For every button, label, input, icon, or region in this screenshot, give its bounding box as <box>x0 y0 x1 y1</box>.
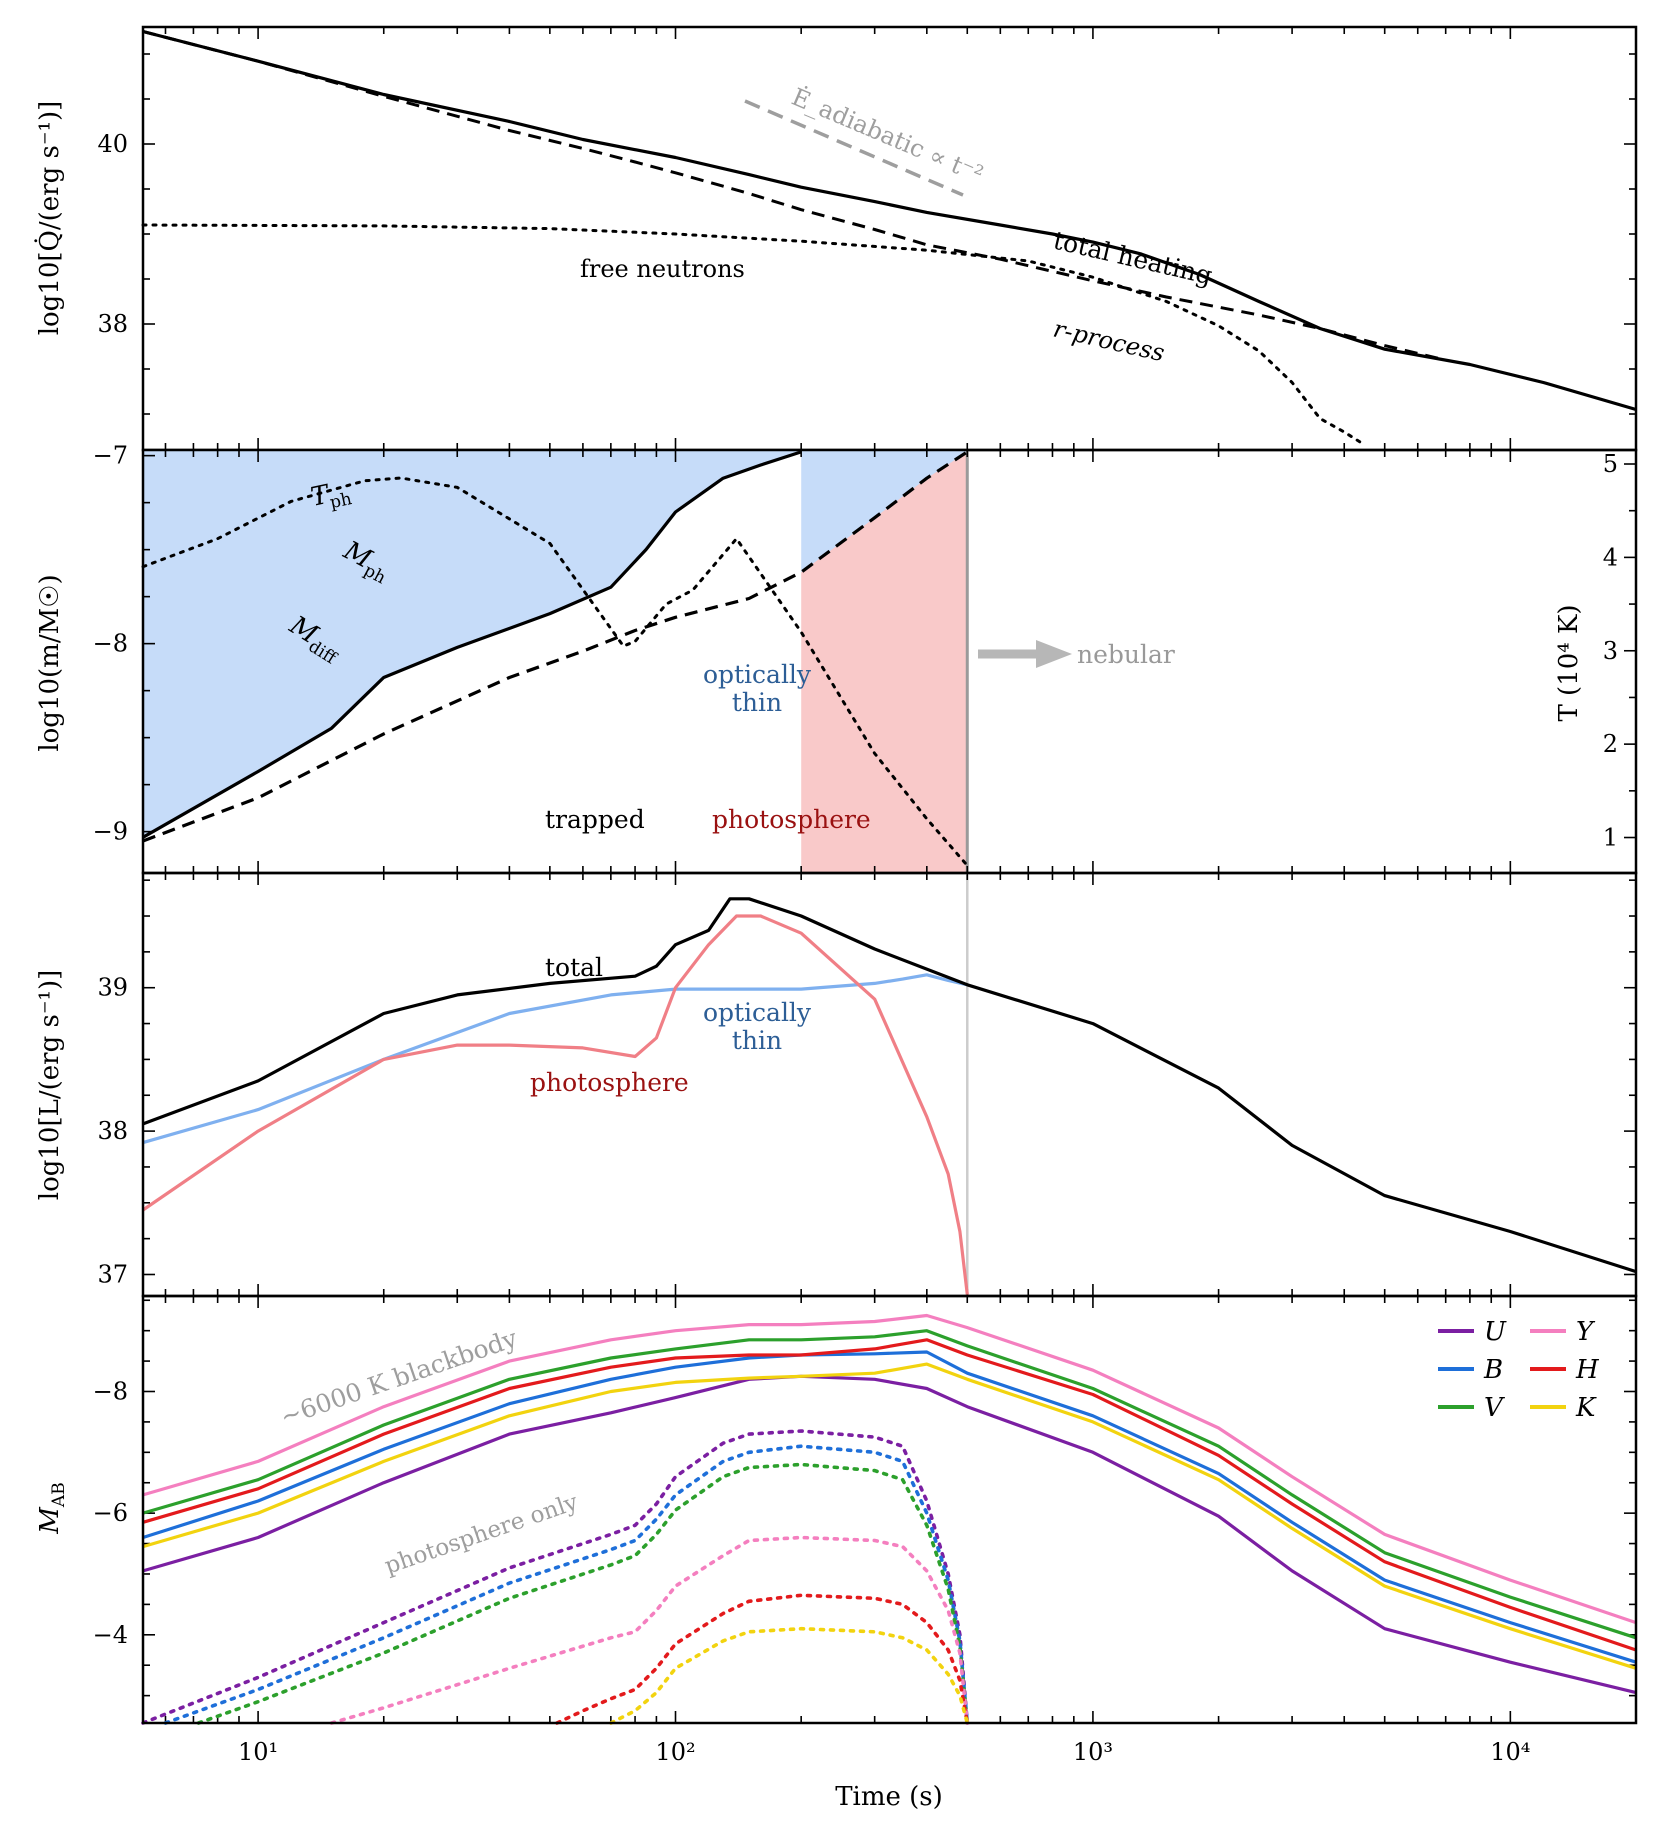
annotation-adiabatic: Ė_adiabatic ∝ t⁻² <box>788 82 988 189</box>
luminosity-panel: 37 38 39 log10[L/(erg s⁻¹)] total opticall… <box>35 871 1638 1298</box>
adiabatic-guide-line <box>744 99 964 197</box>
magnitude-frame <box>141 1294 1638 1725</box>
x-axis-label: Time (s) <box>835 1782 943 1812</box>
trapped-region <box>143 451 802 873</box>
legend-label-U: U <box>1484 1317 1507 1347</box>
y-tick-label: 37 <box>97 1260 128 1288</box>
y-tick-label: 1 <box>1603 824 1618 852</box>
magnitude-y-photosphere-dotted-line <box>329 1535 970 1725</box>
region-label-trapped: trapped <box>545 805 645 834</box>
annotation-optically-thin: optically thin <box>703 998 812 1055</box>
annotation-blackbody: ~6000 K blackbody <box>277 1323 522 1432</box>
y-tick-label: 39 <box>97 974 128 1002</box>
magnitude-ytick-labels: −4 −6 −8 <box>93 1377 128 1648</box>
luminosity-frame <box>141 871 1638 1298</box>
mass-y-axis-label: log10(m/M☉) <box>35 574 65 751</box>
heating-panel: 38 40 log10[Q̇/(erg s⁻¹)] free neutrons t… <box>34 25 1638 452</box>
annotation-total: total <box>545 953 603 982</box>
y-tick-label: −7 <box>93 442 128 470</box>
magnitude-b-line <box>142 1350 1637 1664</box>
y-tick-label: −8 <box>93 630 128 658</box>
magnitude-lines <box>141 1313 1637 1725</box>
heating-ytick-labels: 38 40 <box>97 130 128 338</box>
temperature-y-axis-label: T (10⁴ K) <box>1554 604 1584 721</box>
mass-m-ph-line <box>142 450 969 843</box>
magnitude-u-photosphere-dotted-line <box>141 1429 970 1725</box>
y-tick-label: −8 <box>93 1377 128 1405</box>
mass-t-ph-line <box>141 476 969 867</box>
x-tick-label: 10² <box>655 1738 695 1766</box>
magnitude-k-photosphere-dotted-line <box>609 1626 970 1725</box>
luminosity-lines <box>142 897 1637 1295</box>
luminosity-photosphere-line <box>142 914 969 1295</box>
mass-m-diff-line <box>142 450 802 839</box>
magnitude-h-photosphere-dotted-line <box>555 1593 970 1725</box>
y-tick-label: 2 <box>1603 730 1618 758</box>
annotation-r-process: r-process <box>1051 315 1168 368</box>
magnitude-y-axis-label: MAB <box>35 1482 69 1534</box>
heating-total-heating-line <box>142 29 1637 412</box>
y-tick-label: 4 <box>1603 543 1618 571</box>
y-tick-label: 40 <box>97 130 128 158</box>
x-tick-labels: 10¹ 10² 10³ 10⁴ <box>238 1738 1530 1766</box>
annotation-total-heating: total heating <box>1051 226 1215 291</box>
luminosity-total-line <box>142 897 1637 1274</box>
luminosity-ytick-labels: 37 38 39 <box>97 974 128 1289</box>
mass-ytick-labels: −9 −8 −7 <box>93 442 128 846</box>
magnitude-v-line <box>142 1329 1637 1640</box>
heating-y-axis-label: log10[Q̇/(erg s⁻¹)] <box>34 101 65 336</box>
magnitude-k-line <box>142 1362 1637 1670</box>
luminosity-ticks <box>143 873 1637 1296</box>
mass-lines <box>141 450 969 867</box>
annotation-free-neutrons: free neutrons <box>580 255 745 283</box>
y-tick-label: 3 <box>1603 637 1618 665</box>
legend-label-V: V <box>1484 1393 1505 1423</box>
nebular-arrow-head <box>1036 640 1072 668</box>
magnitude-y-line <box>142 1313 1637 1625</box>
luminosity-y-axis-label: log10[L/(erg s⁻¹)] <box>35 970 65 1201</box>
y-tick-label: −4 <box>93 1621 128 1649</box>
annotation-photosphere: photosphere <box>530 1068 689 1097</box>
magnitude-panel: −4 −6 −8 10¹ 10² 10³ 10⁴ MAB ~6000 K blackbod… <box>35 1294 1638 1812</box>
region-label-photosphere: photosphere <box>712 805 871 834</box>
temperature-ytick-labels: 1 2 3 4 5 <box>1603 450 1618 852</box>
legend-label-K: K <box>1575 1393 1597 1423</box>
legend-label-Y: Y <box>1576 1317 1596 1347</box>
heating-lines <box>141 29 1637 447</box>
x-tick-label: 10³ <box>1073 1738 1113 1766</box>
legend-label-B: B <box>1483 1355 1503 1385</box>
annotation-nebular: nebular <box>1077 640 1175 669</box>
magnitude-u-line <box>142 1374 1637 1695</box>
magnitude-v-photosphere-dotted-line <box>196 1462 970 1725</box>
y-tick-label: 38 <box>97 310 128 338</box>
y-tick-label: −9 <box>93 818 128 846</box>
x-tick-label: 10⁴ <box>1490 1738 1530 1766</box>
y-tick-label: 5 <box>1603 450 1618 478</box>
magnitude-h-line <box>142 1338 1637 1652</box>
x-tick-label: 10¹ <box>238 1738 278 1766</box>
annotation-photosphere-only: photosphere only <box>381 1489 581 1579</box>
legend-label-H: H <box>1575 1355 1600 1385</box>
y-tick-label: −6 <box>93 1499 128 1527</box>
magnitude-b-photosphere-dotted-line <box>163 1444 970 1725</box>
luminosity-optically-thin-line <box>142 973 968 1145</box>
y-tick-label: 38 <box>97 1117 128 1145</box>
heating-free-neutrons-line <box>141 223 1368 447</box>
heating-r-process-line <box>142 30 1447 362</box>
legend: UBV YHK <box>1438 1317 1600 1423</box>
